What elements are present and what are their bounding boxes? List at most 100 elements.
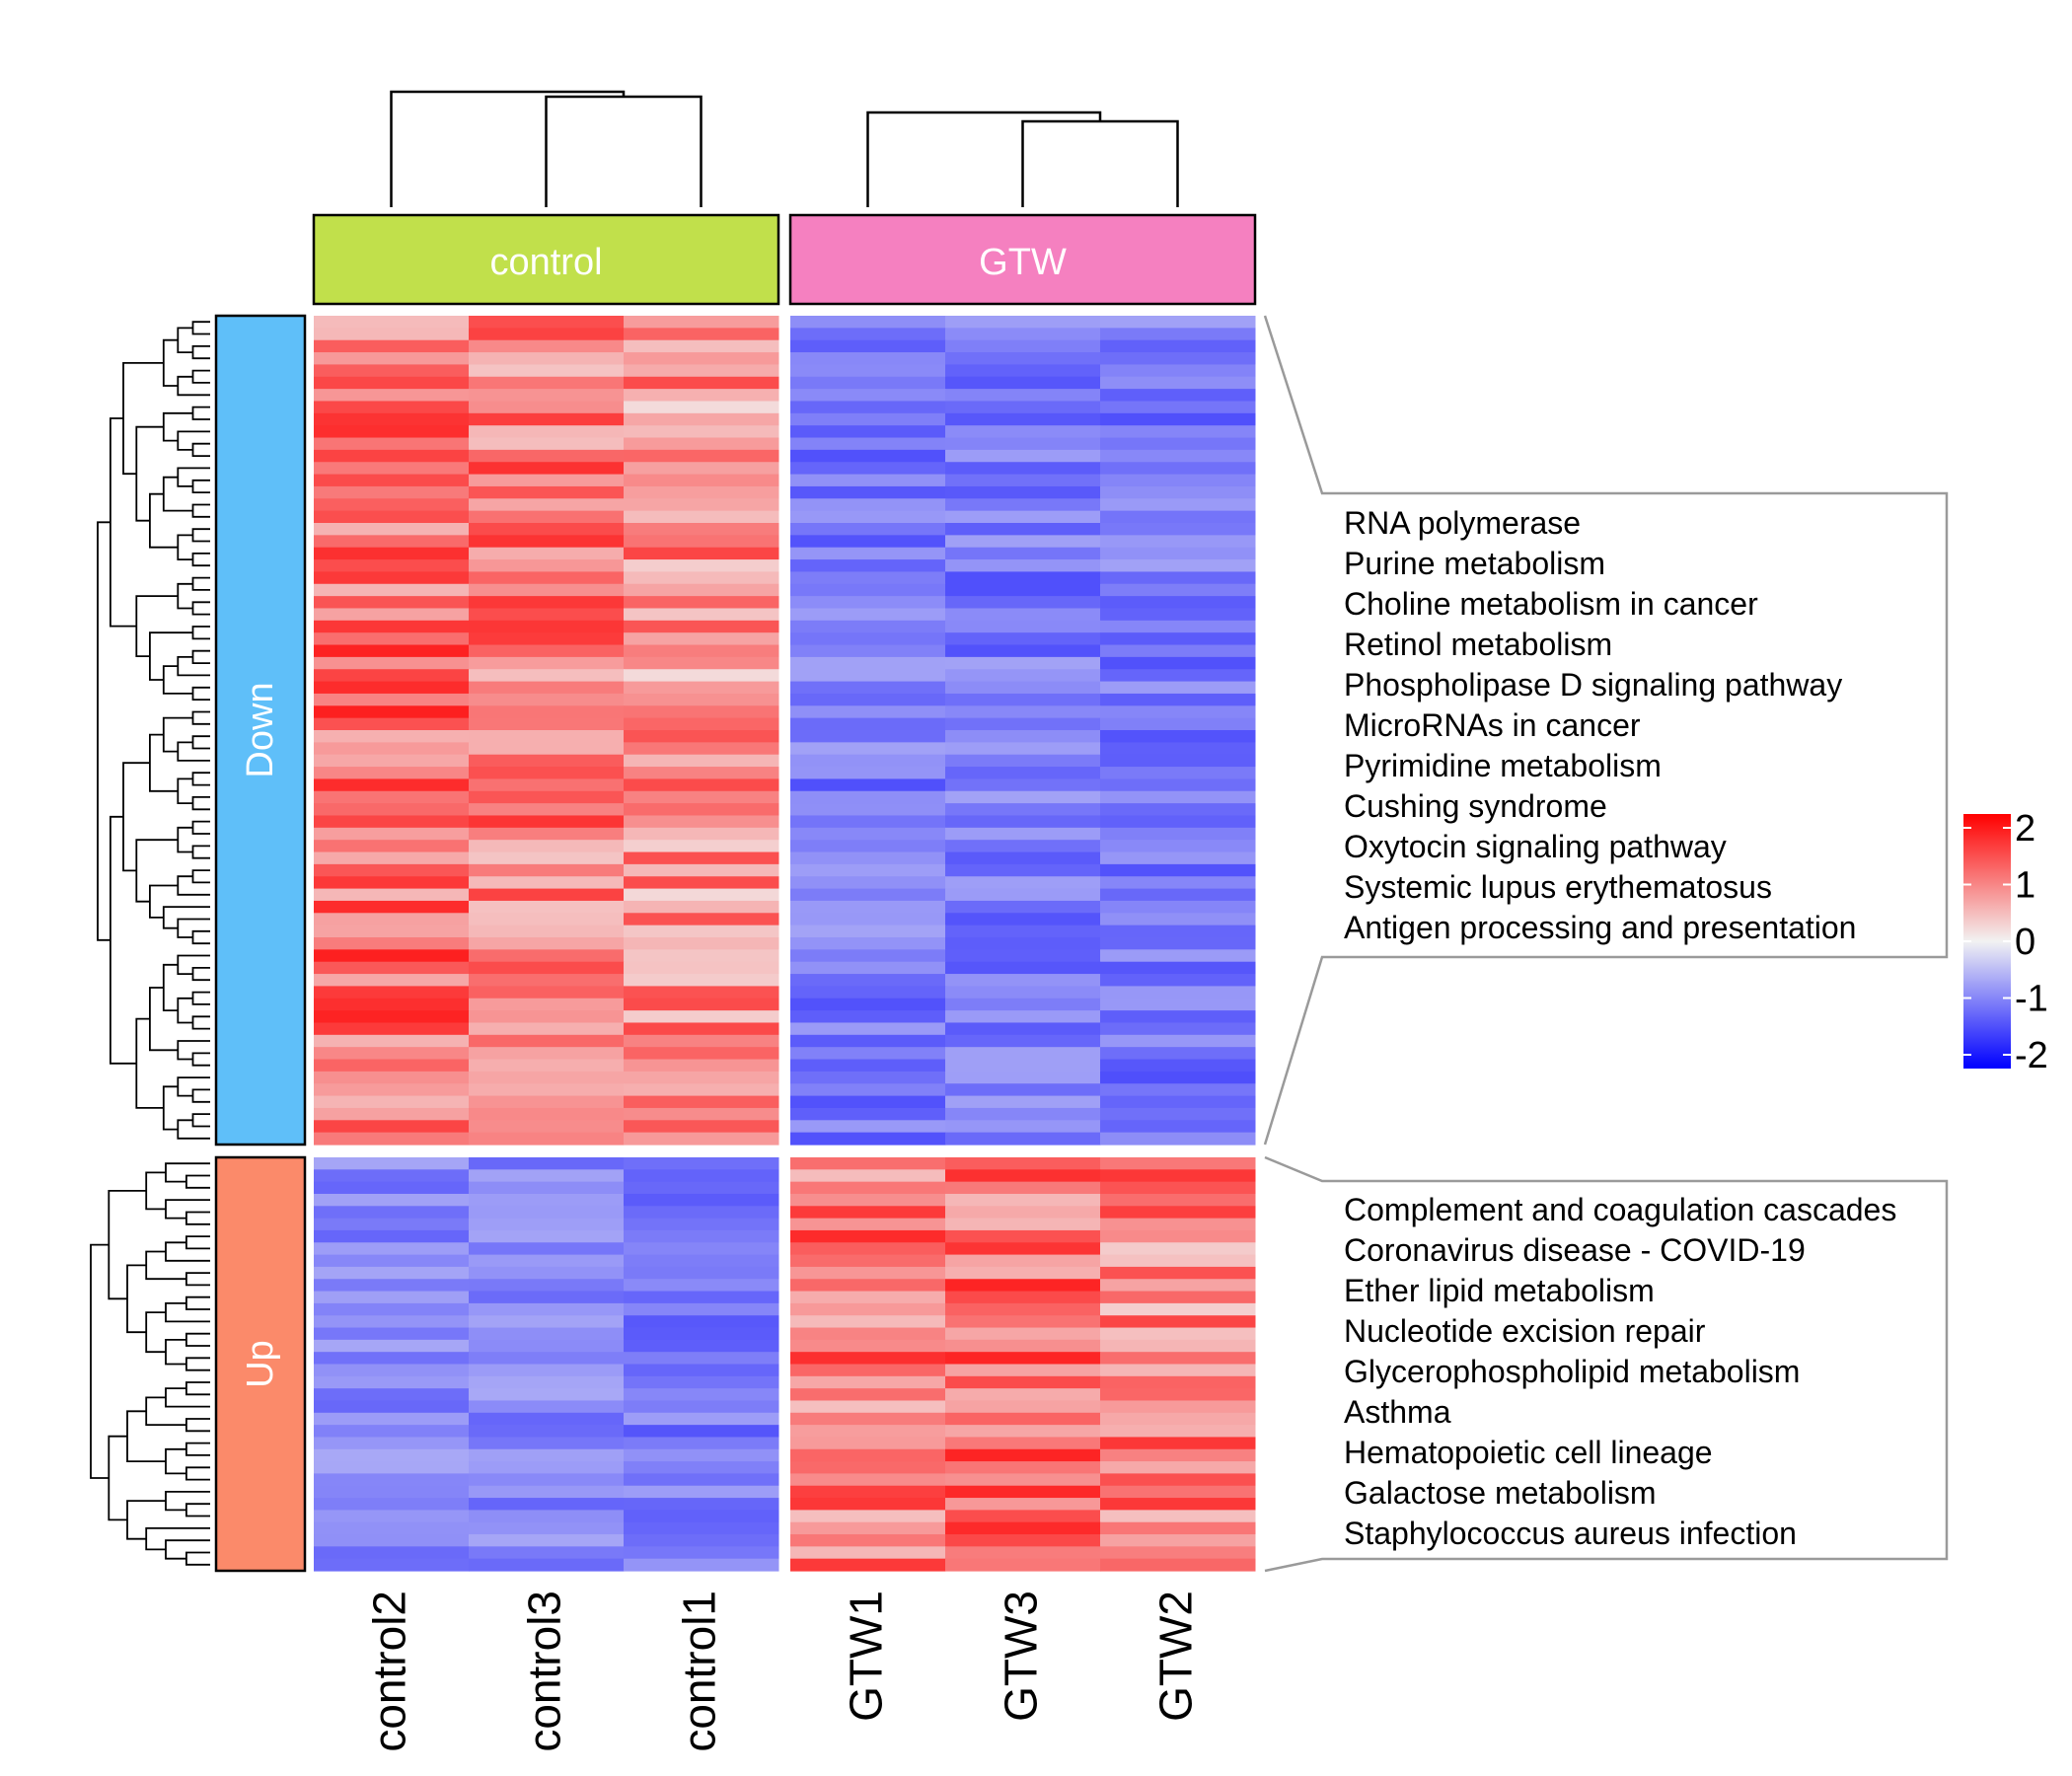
heatmap-cell: [945, 425, 1101, 439]
heatmap-cell: [469, 840, 625, 853]
heatmap-cell: [314, 474, 470, 487]
heatmap-cell: [790, 596, 946, 610]
heatmap-cell: [624, 1558, 779, 1572]
heatmap-cell: [314, 401, 470, 414]
heatmap-cell: [314, 1558, 470, 1572]
heatmap-cell: [314, 925, 470, 938]
heatmap-cell: [469, 693, 625, 706]
annotation-term: Galactose metabolism: [1344, 1475, 1657, 1511]
heatmap-cell: [790, 1169, 946, 1183]
heatmap-cell: [314, 316, 470, 329]
row-dendro-branch: [191, 929, 210, 945]
heatmap-cell: [1100, 1266, 1256, 1280]
heatmap-cell: [469, 389, 625, 403]
heatmap-cell: [314, 1291, 470, 1304]
heatmap-cell: [469, 1364, 625, 1377]
heatmap-cell: [790, 1461, 946, 1475]
heatmap-cell: [624, 316, 779, 329]
heatmap-cell: [624, 571, 779, 585]
heatmap-cell: [469, 608, 625, 622]
heatmap-cell: [790, 425, 946, 439]
heatmap-cell: [314, 339, 470, 353]
heatmap-cell: [624, 425, 779, 439]
row-dendro-branch: [90, 1243, 110, 1479]
heatmap-cell: [624, 1302, 779, 1316]
heatmap-cell: [790, 1400, 946, 1414]
row-dendro-branch: [177, 1119, 210, 1140]
annotation-term: MicroRNAs in cancer: [1344, 707, 1641, 743]
heatmap-cell: [790, 1010, 946, 1024]
heatmap-cell: [314, 352, 470, 366]
heatmap-cell: [1100, 1059, 1256, 1073]
heatmap-cell: [624, 705, 779, 719]
heatmap-cell: [945, 1047, 1101, 1061]
heatmap-cell: [790, 608, 946, 622]
heatmap-cell: [790, 449, 946, 463]
heatmap-cell: [790, 1364, 946, 1377]
heatmap-cell: [624, 851, 779, 865]
annotation-term: Asthma: [1344, 1394, 1451, 1430]
heatmap-cell: [314, 1302, 470, 1316]
heatmap-cell: [1100, 1010, 1256, 1024]
heatmap-cell: [790, 876, 946, 890]
heatmap-cell: [314, 535, 470, 549]
heatmap-cell: [790, 632, 946, 646]
heatmap-cell: [1100, 1510, 1256, 1523]
heatmap-cell: [624, 547, 779, 560]
heatmap-cell: [469, 730, 625, 743]
heatmap-cell: [624, 412, 779, 426]
heatmap-cell: [314, 913, 470, 926]
heatmap-cell: [790, 656, 946, 670]
heatmap-cell: [945, 412, 1101, 426]
heatmap-cell: [945, 389, 1101, 403]
heatmap-cell: [1100, 485, 1256, 499]
heatmap-cell: [1100, 656, 1256, 670]
heatmap-cell: [945, 1266, 1101, 1280]
heatmap-cell: [790, 705, 946, 719]
heatmap-cell: [624, 352, 779, 366]
heatmap-cell: [1100, 535, 1256, 549]
heatmap-cell: [469, 364, 625, 378]
heatmap-cell: [624, 1059, 779, 1073]
heatmap-cell: [624, 974, 779, 988]
heatmap-cell: [469, 1521, 625, 1535]
heatmap-cell: [624, 1254, 779, 1268]
heatmap-cell: [314, 571, 470, 585]
heatmap-cell: [469, 376, 625, 390]
heatmap-cell: [314, 559, 470, 573]
column-group-label: GTW: [979, 242, 1067, 283]
heatmap-cell: [790, 339, 946, 353]
heatmap-cell: [1100, 523, 1256, 536]
heatmap-cell: [945, 1034, 1101, 1048]
heatmap-cell: [624, 1206, 779, 1220]
heatmap-cell: [790, 1022, 946, 1036]
heatmap-cell: [1100, 717, 1256, 731]
heatmap-cell: [790, 1279, 946, 1293]
heatmap-cell: [790, 900, 946, 914]
heatmap-cell: [945, 1352, 1101, 1366]
heatmap-cell: [945, 790, 1101, 804]
heatmap-cell: [624, 1242, 779, 1256]
heatmap-cell: [1100, 925, 1256, 938]
heatmap-cell: [790, 851, 946, 865]
heatmap-cell: [314, 1352, 470, 1366]
heatmap-cell: [624, 1022, 779, 1036]
heatmap-cell: [790, 717, 946, 731]
heatmap-cell: [790, 535, 946, 549]
heatmap-cell: [469, 1339, 625, 1353]
heatmap-cell: [314, 1521, 470, 1535]
heatmap-cell: [314, 803, 470, 817]
heatmap-cell: [1100, 352, 1256, 366]
heatmap-cell: [624, 1400, 779, 1414]
annotation-term: Ether lipid metabolism: [1344, 1273, 1655, 1308]
row-dendro-branch: [177, 430, 210, 451]
heatmap-cell: [1100, 401, 1256, 414]
heatmap-cell: [469, 949, 625, 963]
heatmap-cell: [314, 669, 470, 683]
row-dendro-branch: [165, 1539, 210, 1560]
heatmap-cell: [945, 961, 1101, 975]
heatmap-cell: [945, 1448, 1101, 1462]
heatmap-cell: [314, 425, 470, 439]
heatmap-cell: [1100, 510, 1256, 524]
heatmap-cell: [314, 1010, 470, 1024]
